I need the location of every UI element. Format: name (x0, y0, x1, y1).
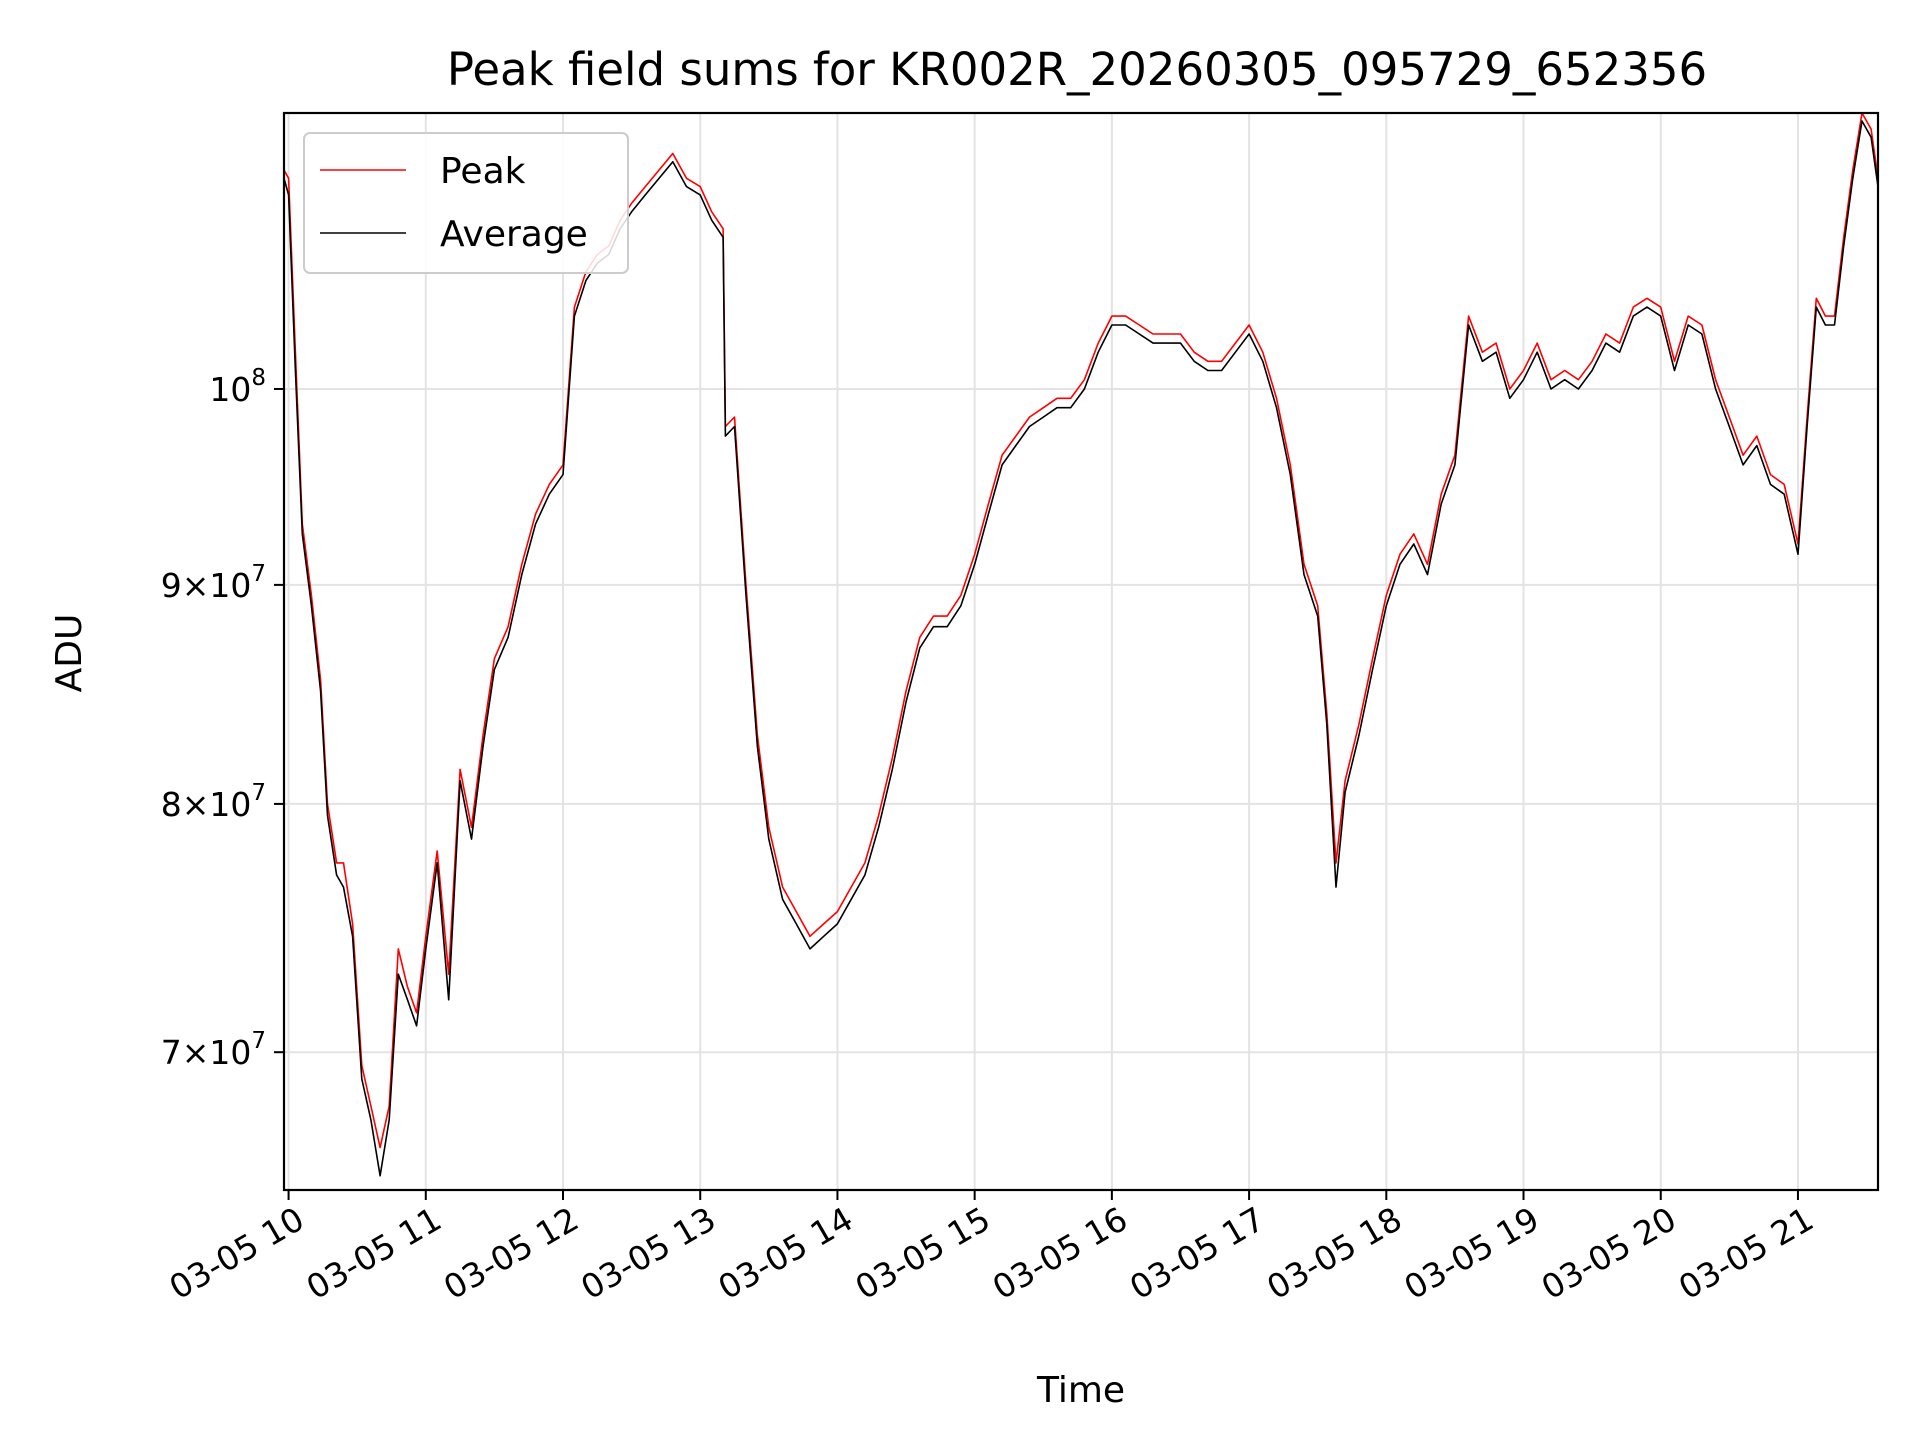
legend-label-peak: Peak (440, 151, 526, 192)
y-tick-label: 108 (209, 365, 266, 409)
axes-frame (282, 111, 1880, 1192)
axes-background (284, 113, 1878, 1190)
x-axis-label: Time (1036, 1370, 1125, 1411)
y-axis-label: ADU (49, 614, 90, 693)
y-tick-label: 9×107 (161, 561, 266, 605)
legend-box (303, 132, 629, 274)
y-tick-label: 8×107 (161, 780, 266, 824)
grid-lines (284, 113, 1878, 1190)
legend-label-average: Average (440, 214, 588, 255)
y-tick-label: 7×107 (161, 1028, 266, 1072)
series-line-average (283, 120, 1879, 1177)
series-lines (283, 112, 1879, 1177)
plot-area (282, 111, 1880, 1192)
series-line-peak (283, 112, 1879, 1149)
chart-title: Peak field sums for KR002R_20260305_0957… (447, 43, 1707, 96)
legend: Peak Average (303, 132, 629, 274)
y-axis-ticks: 7×107 8×107 9×107 108 (161, 365, 284, 1072)
